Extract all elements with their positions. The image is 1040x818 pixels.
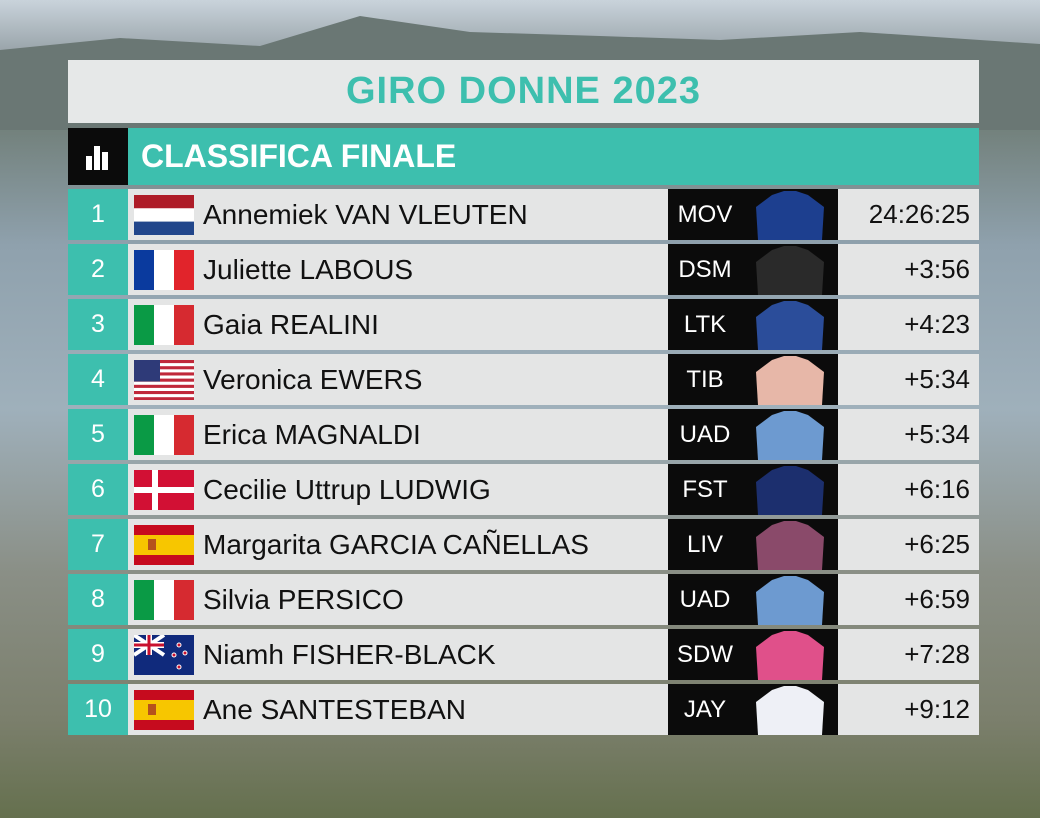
jersey — [742, 519, 838, 570]
rider-name: Veronica EWERS — [203, 364, 423, 395]
time: +6:59 — [904, 584, 970, 614]
rider-name: Juliette LABOUS — [203, 254, 414, 285]
standing-row: 6 Cecilie Uttrup LUDWIG FST +6:16 — [68, 464, 979, 515]
jersey — [742, 629, 838, 680]
team-code: TIB — [668, 354, 742, 405]
time: +3:56 — [904, 254, 970, 284]
jersey — [742, 409, 838, 460]
time: +9:12 — [904, 694, 970, 724]
flag — [134, 360, 194, 400]
flag — [134, 250, 194, 290]
time: +7:28 — [904, 639, 970, 669]
flag — [134, 635, 194, 675]
team-code: FST — [668, 464, 742, 515]
rank: 1 — [68, 189, 128, 240]
rank: 9 — [68, 629, 128, 680]
standings-icon — [68, 128, 128, 185]
jersey — [742, 299, 838, 350]
bars-icon — [86, 146, 108, 170]
rank: 2 — [68, 244, 128, 295]
time: +4:23 — [904, 309, 970, 339]
team-code: UAD — [668, 574, 742, 625]
flag — [134, 690, 194, 730]
standing-row: 7 Margarita GARCIA CAÑELLAS LIV +6:25 — [68, 519, 979, 570]
flag — [134, 525, 194, 565]
rank: 8 — [68, 574, 128, 625]
team-code: SDW — [668, 629, 742, 680]
time: 24:26:25 — [868, 199, 970, 229]
rank: 7 — [68, 519, 128, 570]
standing-row: 10 Ane SANTESTEBAN JAY +9:12 — [68, 684, 979, 735]
flag — [134, 195, 194, 235]
rider-name: Ane SANTESTEBAN — [203, 694, 466, 725]
time: +6:16 — [904, 474, 970, 504]
time: +5:34 — [904, 364, 970, 394]
rank: 10 — [68, 684, 128, 735]
time: +5:34 — [904, 419, 970, 449]
team-code: MOV — [668, 189, 742, 240]
rider-name: Gaia REALINI — [203, 309, 379, 340]
jersey — [742, 464, 838, 515]
rider-name: Annemiek VAN VLEUTEN — [203, 199, 528, 230]
jersey — [742, 574, 838, 625]
standing-row: 1 Annemiek VAN VLEUTEN MOV 24:26:25 — [68, 189, 979, 240]
standing-row: 8 Silvia PERSICO UAD +6:59 — [68, 574, 979, 625]
rank: 6 — [68, 464, 128, 515]
team-code: UAD — [668, 409, 742, 460]
header-subtitle: CLASSIFICA FINALE — [128, 128, 979, 185]
rider-name: Margarita GARCIA CAÑELLAS — [203, 529, 589, 560]
jersey — [742, 244, 838, 295]
standing-row: 2 Juliette LABOUS DSM +3:56 — [68, 244, 979, 295]
jersey — [742, 684, 838, 735]
flag — [134, 580, 194, 620]
header-title: GIRO DONNE 2023 — [68, 60, 979, 123]
standing-row: 3 Gaia REALINI LTK +4:23 — [68, 299, 979, 350]
rider-name: Niamh FISHER-BLACK — [203, 639, 496, 670]
standing-row: 9 Niamh FISHER-BLACK SDW +7:28 — [68, 629, 979, 680]
flag — [134, 470, 194, 510]
standing-row: 5 Erica MAGNALDI UAD +5:34 — [68, 409, 979, 460]
jersey — [742, 189, 838, 240]
team-code: LIV — [668, 519, 742, 570]
rider-name: Silvia PERSICO — [203, 584, 404, 615]
rank: 3 — [68, 299, 128, 350]
team-code: DSM — [668, 244, 742, 295]
flag — [134, 305, 194, 345]
jersey — [742, 354, 838, 405]
team-code: LTK — [668, 299, 742, 350]
rider-name: Cecilie Uttrup LUDWIG — [203, 474, 491, 505]
team-code: JAY — [668, 684, 742, 735]
flag — [134, 415, 194, 455]
time: +6:25 — [904, 529, 970, 559]
rank: 4 — [68, 354, 128, 405]
standing-row: 4 Veronica EWERS TIB +5:34 — [68, 354, 979, 405]
rank: 5 — [68, 409, 128, 460]
rider-name: Erica MAGNALDI — [203, 419, 421, 450]
